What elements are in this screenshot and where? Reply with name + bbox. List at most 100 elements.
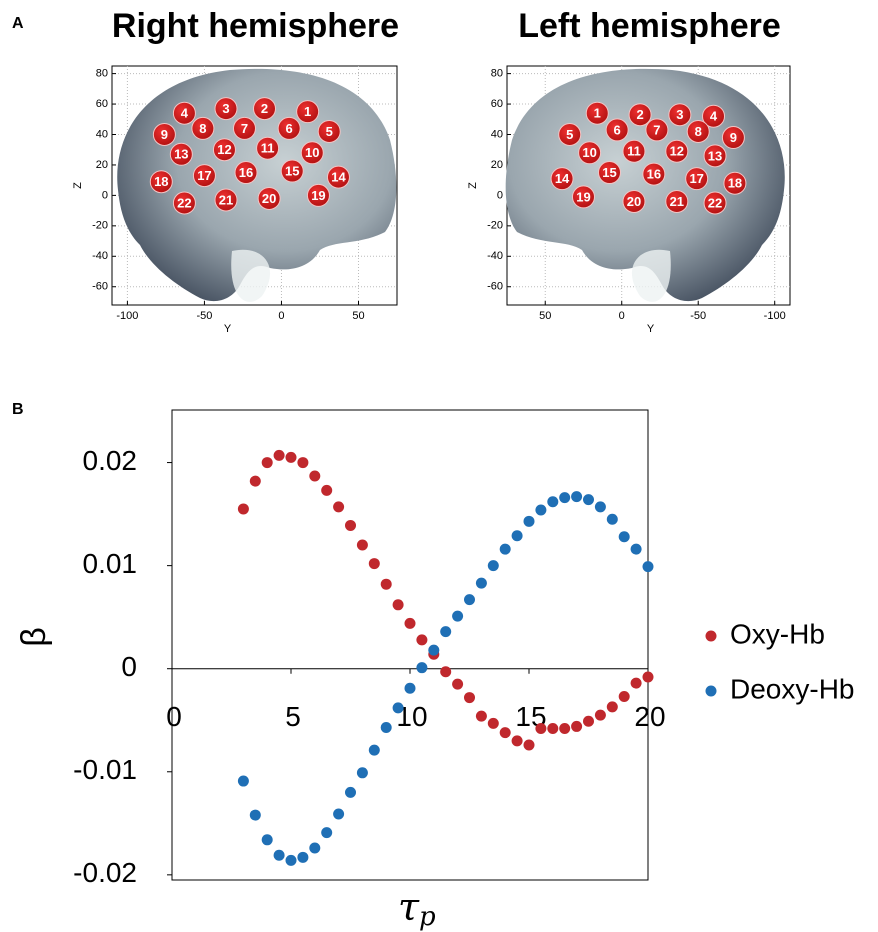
data-point: [630, 543, 642, 555]
y-tick-label: -0.02: [73, 857, 137, 888]
data-point: [642, 671, 654, 683]
channel-marker: [628, 103, 652, 127]
legend-label: Oxy-Hb: [730, 618, 825, 649]
data-point: [594, 709, 606, 721]
x-axis-label-subscript: p: [419, 902, 436, 932]
data-point: [333, 808, 345, 820]
channel-marker: [622, 139, 646, 163]
channel-marker: [191, 116, 215, 140]
channel-label: 14: [555, 171, 570, 186]
data-point: [559, 722, 571, 734]
channel-label: 20: [262, 191, 276, 206]
x-axis-label: Y: [647, 323, 655, 335]
data-point: [309, 842, 321, 854]
x-tick-label: -50: [690, 310, 706, 322]
channel-marker: [721, 126, 745, 150]
data-point: [475, 577, 487, 589]
channel-marker: [585, 101, 609, 125]
data-point: [416, 662, 428, 674]
data-point: [464, 692, 475, 704]
data-point: [404, 682, 416, 694]
y-tick-label: 0.02: [83, 445, 138, 476]
data-point: [345, 786, 356, 798]
data-point: [237, 775, 249, 787]
channel-label: 3: [676, 107, 683, 122]
y-tick-label: 0.01: [83, 548, 138, 579]
data-point: [380, 578, 392, 590]
channel-marker: [550, 167, 574, 191]
channel-label: 6: [286, 121, 293, 136]
data-point: [523, 515, 535, 527]
channel-label: 12: [217, 142, 231, 157]
data-point: [309, 470, 321, 482]
channel-marker: [723, 171, 747, 195]
channel-marker: [212, 138, 236, 162]
channel-marker: [605, 118, 629, 142]
channel-marker: [642, 162, 666, 186]
y-tick-label: 0: [102, 189, 108, 201]
channel-label: 13: [174, 147, 188, 162]
channel-label: 1: [304, 104, 311, 119]
y-tick-label: -40: [92, 250, 108, 262]
data-point: [273, 449, 285, 461]
data-point: [583, 715, 594, 727]
y-tick-label: 20: [491, 159, 503, 171]
data-point: [237, 503, 249, 515]
data-point: [285, 854, 297, 866]
x-tick-label: 50: [539, 310, 551, 322]
legend-marker: [705, 685, 717, 697]
data-point: [523, 739, 535, 751]
data-point: [452, 678, 464, 690]
channel-label: 7: [241, 121, 248, 136]
data-point: [345, 519, 356, 531]
data-point: [487, 717, 499, 729]
channel-marker: [703, 144, 727, 168]
channel-label: 22: [177, 195, 191, 210]
channel-label: 18: [728, 176, 742, 191]
channel-label: 9: [161, 127, 168, 142]
x-tick-label: 20: [634, 701, 665, 732]
channel-label: 12: [670, 144, 684, 159]
channel-marker: [149, 170, 173, 194]
y-tick-label: 60: [491, 98, 503, 110]
channel-marker: [257, 186, 281, 210]
channel-marker: [317, 119, 341, 143]
data-point: [571, 720, 583, 732]
channel-label: 1: [594, 106, 601, 121]
channel-label: 5: [566, 127, 573, 142]
data-point: [261, 457, 273, 469]
legend-label: Deoxy-Hb: [730, 673, 854, 704]
x-tick-label: 0: [619, 310, 625, 322]
data-point: [333, 501, 345, 513]
channel-marker: [665, 139, 689, 163]
channel-marker: [668, 103, 692, 127]
channel-label: 11: [261, 141, 275, 156]
brain-shade: [231, 249, 271, 302]
channel-label: 3: [222, 101, 229, 116]
data-point: [571, 491, 583, 503]
data-point: [392, 702, 404, 714]
channel-marker: [277, 116, 301, 140]
channel-marker: [214, 97, 238, 121]
channel-marker: [665, 189, 689, 213]
x-tick-label: 5: [285, 701, 301, 732]
x-axis-label: τp: [398, 885, 436, 932]
y-tick-label: -0.01: [73, 754, 137, 785]
legend-marker: [705, 630, 717, 642]
channel-label: 22: [708, 195, 722, 210]
x-tick-label: 0: [166, 701, 182, 732]
data-point: [404, 617, 416, 629]
channel-marker: [571, 185, 595, 209]
data-point: [583, 494, 594, 506]
data-point: [297, 457, 309, 469]
channel-marker: [234, 161, 258, 185]
channel-marker: [703, 191, 727, 215]
x-tick-label: 50: [352, 310, 364, 322]
y-tick-label: -40: [487, 250, 503, 262]
y-tick-label: -60: [487, 281, 503, 293]
data-point: [618, 531, 630, 543]
data-point: [261, 834, 273, 846]
data-point: [630, 677, 642, 689]
channel-label: 11: [627, 144, 641, 159]
